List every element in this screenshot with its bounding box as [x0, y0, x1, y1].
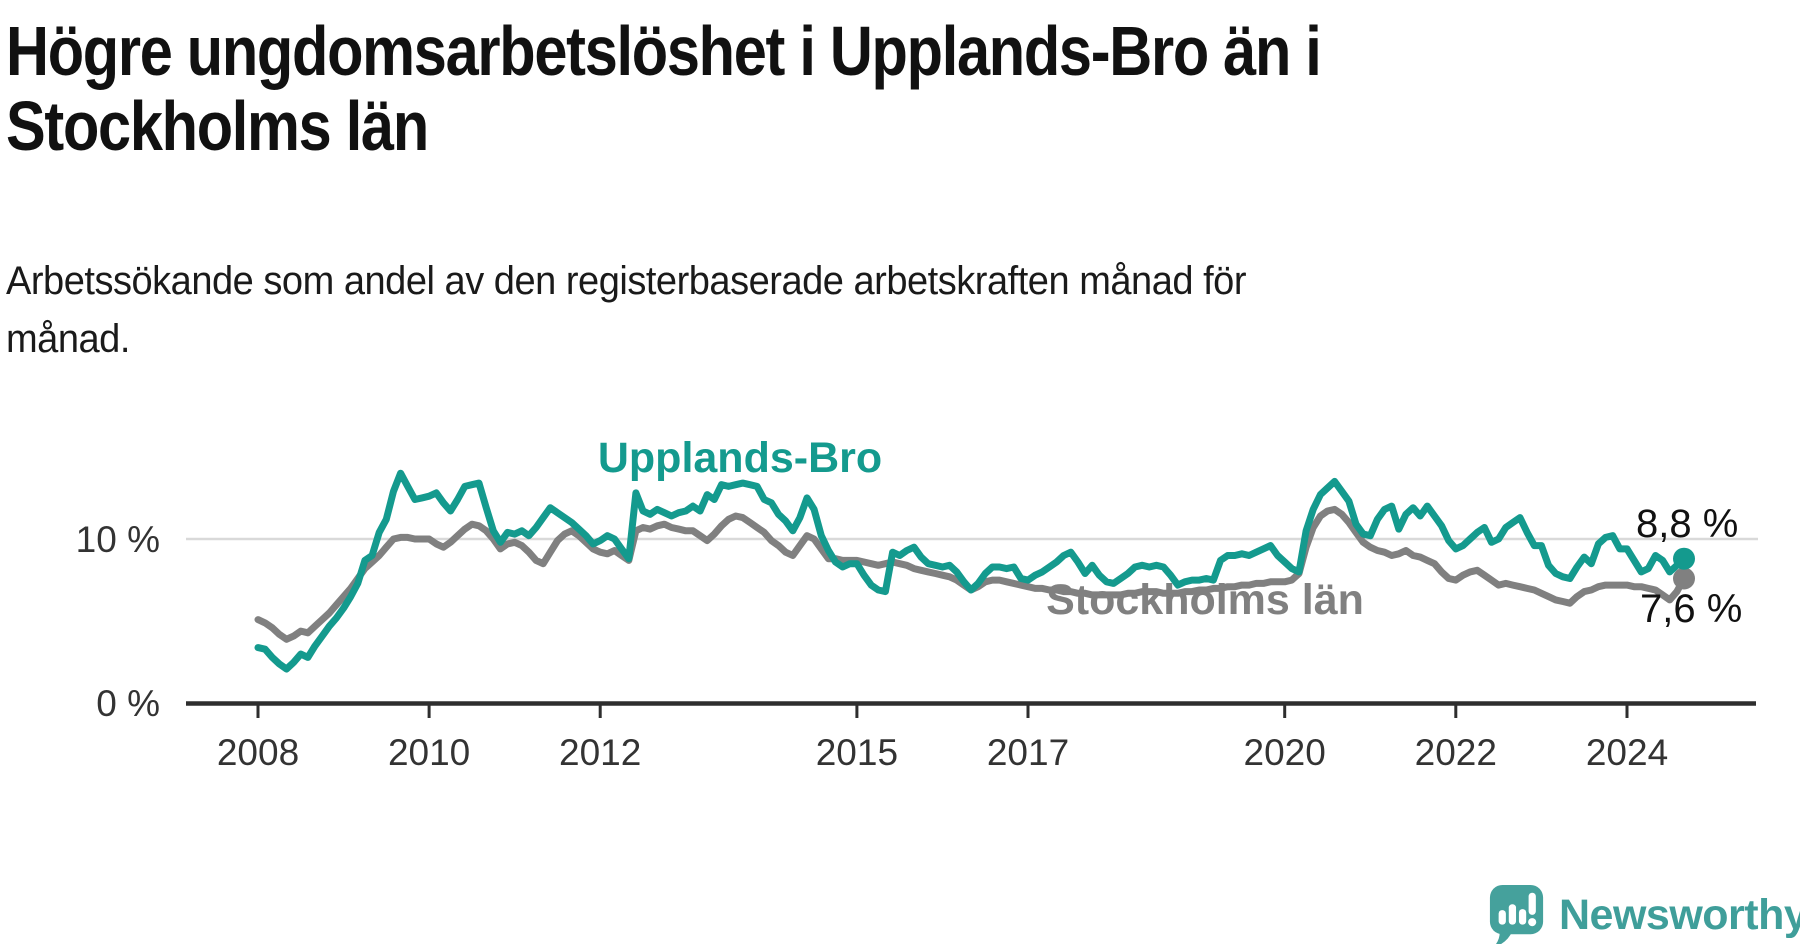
series-line-0 [254, 505, 1688, 643]
title-line-1: Högre ungdomsarbetslöshet i Upplands-Bro… [6, 12, 1322, 90]
y-tick-label-10: 10 % [76, 519, 160, 560]
x-axis-tick-label: 2010 [388, 732, 470, 773]
page-title: Högre ungdomsarbetslöshet i Upplands-Bro… [6, 12, 1322, 165]
x-axis-ticks [256, 703, 1629, 718]
chart-subtitle: Arbetssökande som andel av den registerb… [6, 252, 1246, 368]
title-line-2: Stockholms län [6, 87, 429, 165]
x-axis-tick-label: 2012 [559, 732, 641, 773]
x-axis-tick-label: 2022 [1415, 732, 1497, 773]
series-label-stockholms-lan: Stockholms län [1046, 576, 1364, 624]
x-axis-tick-labels: 2008 2010 2012 2015 2017 2020 2022 2024 [217, 732, 1668, 773]
x-axis-tick-label: 2015 [816, 732, 898, 773]
newsworthy-bubble-chart-icon [1488, 882, 1546, 948]
newsworthy-logo: Newsworthy [1488, 882, 1800, 948]
x-axis-tick-label: 2020 [1244, 732, 1326, 773]
subtitle-line-2: månad. [6, 317, 130, 361]
series-end-dot-0 [1673, 567, 1695, 590]
end-value-label-upplands-bro: 8,8 % [1636, 502, 1738, 546]
subtitle-line-1: Arbetssökande som andel av den registerb… [6, 259, 1247, 303]
series-end-dot-1 [1673, 547, 1695, 570]
end-value-label-stockholms-lan: 7,6 % [1640, 587, 1742, 631]
series-line-1 [254, 469, 1688, 673]
newsworthy-logo-text: Newsworthy [1559, 891, 1800, 939]
x-axis-tick-label: 2024 [1586, 732, 1668, 773]
y-tick-label-0: 0 % [96, 683, 160, 724]
series-label-upplands-bro: Upplands-Bro [598, 434, 882, 482]
x-axis-tick-label: 2008 [217, 732, 299, 773]
x-axis-tick-label: 2017 [987, 732, 1069, 773]
